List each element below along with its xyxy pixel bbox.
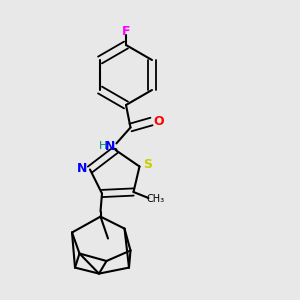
- Text: O: O: [153, 115, 164, 128]
- Text: N: N: [105, 140, 116, 153]
- Text: F: F: [122, 25, 130, 38]
- Text: H: H: [99, 141, 108, 152]
- Text: S: S: [143, 158, 152, 172]
- Text: CH₃: CH₃: [146, 194, 164, 205]
- Text: N: N: [76, 162, 87, 175]
